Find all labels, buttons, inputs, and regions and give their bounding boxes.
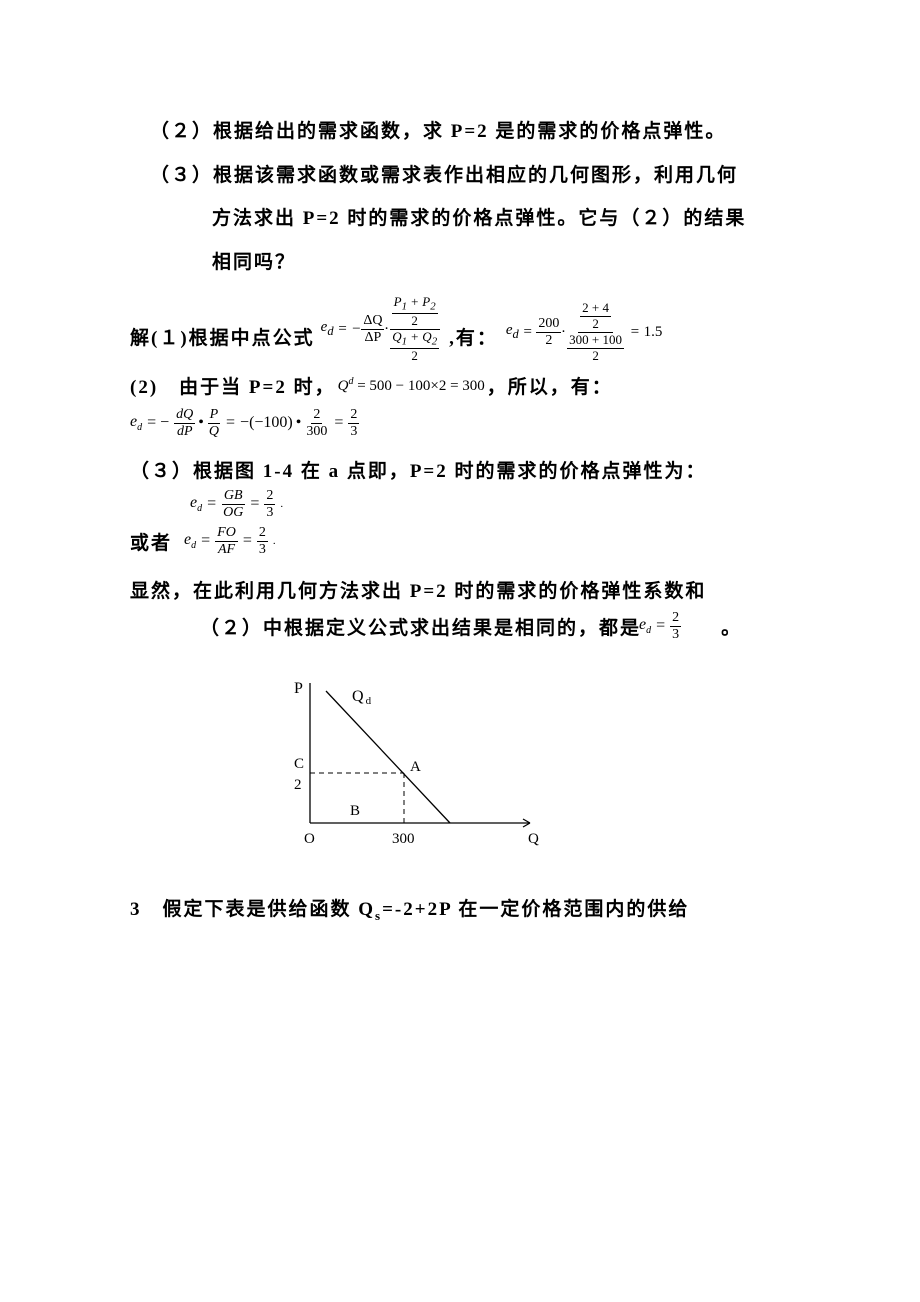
solution-1-mid: ,有： [449, 323, 498, 364]
label-300: 300 [392, 831, 415, 847]
label-Q: Q [528, 831, 539, 847]
midpoint-calc: ed = 200 2 · 2 + 4 2 300 + 100 2 [506, 301, 663, 364]
label-A: A [410, 759, 421, 775]
or-label: 或者 [130, 528, 172, 555]
solution-2-qd: Qd = 500 − 100×2 = 300 [336, 376, 487, 395]
solution-3-eq-b: 或者 ed = FO AF = 2 3 . [130, 525, 810, 558]
label-B: B [350, 803, 360, 819]
problem-2: （２）根据给出的需求函数，求 P=2 是的需求的价格点弹性。 [130, 110, 810, 154]
solution-1-row: 解(１)根据中点公式 ed = − ΔQ ΔP · P1 + P2 2 Q1 +… [130, 295, 810, 364]
label-2: 2 [294, 777, 302, 793]
conclusion-line2: （２）中根据定义公式求出结果是相同的，都是 ed = 2 3 。 [130, 610, 810, 643]
label-C: C [294, 756, 304, 772]
problem-3-line2: 方法求出 P=2 时的需求的价格点弹性。它与（２）的结果 [130, 197, 810, 241]
question-3: 3 假定下表是供给函数 Qs=-2+2P 在一定价格范围内的供给 [130, 888, 810, 932]
solution-2-line: (2) 由于当 P=2 时， Qd = 500 − 100×2 = 300 ，所… [130, 372, 810, 399]
conclusion-text: （２）中根据定义公式求出结果是相同的，都是 [200, 613, 641, 640]
demand-graph: P Qd C 2 A B O 300 Q [270, 673, 810, 858]
document-page: （２）根据给出的需求函数，求 P=2 是的需求的价格点弹性。 （３）根据该需求函… [0, 0, 920, 1302]
solution-1-label: 解(１)根据中点公式 [130, 323, 315, 364]
label-P: P [294, 680, 303, 697]
graph-svg: P Qd C 2 A B O 300 Q [270, 673, 570, 853]
solution-2-prefix: (2) 由于当 P=2 时， [130, 372, 336, 399]
solution-2-eq: ed = − dQ dP • P Q = −(−100) • 2 300 = 2… [130, 407, 810, 440]
label-Qd: Qd [352, 688, 372, 707]
label-O: O [304, 831, 315, 847]
conclusion-period: 。 [721, 613, 742, 640]
midpoint-formula: ed = − ΔQ ΔP · P1 + P2 2 Q1 + Q2 2 [321, 295, 441, 364]
problem-3-line3: 相同吗？ [130, 241, 810, 285]
solution-2-suffix: ，所以，有： [487, 372, 613, 399]
problem-3-line1: （３）根据该需求函数或需求表作出相应的几何图形，利用几何 [130, 154, 810, 198]
conclusion-line1: 显然，在此利用几何方法求出 P=2 时的需求的价格弹性系数和 [130, 570, 810, 614]
